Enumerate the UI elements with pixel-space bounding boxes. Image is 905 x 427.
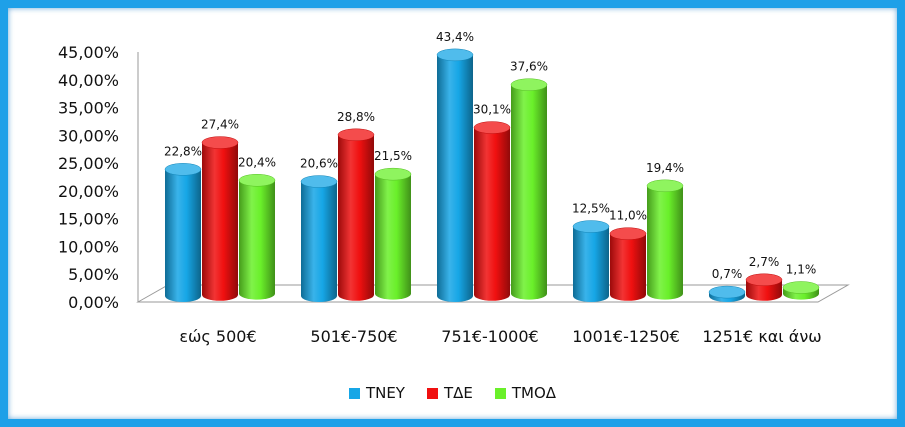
legend-label-tney: ΤΝΕΥ xyxy=(365,384,405,402)
bar xyxy=(473,121,511,301)
bar-top xyxy=(436,48,474,62)
bar-top xyxy=(510,78,548,91)
y-tick-label: 0,00% xyxy=(68,293,119,312)
bar-top xyxy=(374,167,412,181)
legend-swatch-tmod xyxy=(494,387,506,399)
y-tick-label: 25,00% xyxy=(58,154,119,173)
bar-top xyxy=(238,174,276,187)
bar-top xyxy=(782,281,820,294)
data-label: 20,6% xyxy=(300,157,338,171)
bar xyxy=(646,179,684,300)
legend-item-tde: ΤΔΕ xyxy=(426,384,473,402)
bar-body xyxy=(437,54,473,303)
data-label: 19,4% xyxy=(646,161,684,175)
bar xyxy=(300,175,338,302)
category-label: 501€-750€ xyxy=(310,327,397,346)
bar-body xyxy=(375,174,411,300)
data-label: 30,1% xyxy=(473,103,511,117)
category-label: εώς 500€ xyxy=(179,327,256,346)
bar-top xyxy=(300,175,338,188)
y-tick-label: 20,00% xyxy=(58,182,119,201)
bar-chart: 0,00% 5,00% 10,00% 15,00% 20,00% 25,00% 30,00%… xyxy=(58,30,850,346)
bar xyxy=(782,281,820,300)
data-label: 1,1% xyxy=(786,262,817,276)
bar-top xyxy=(609,227,647,240)
bar xyxy=(609,227,647,301)
data-label: 12,5% xyxy=(572,202,610,216)
bar xyxy=(510,78,548,300)
data-label: 27,4% xyxy=(201,118,239,132)
bar-top xyxy=(572,220,610,233)
bar xyxy=(337,128,375,301)
data-label: 2,7% xyxy=(749,255,780,269)
bar-body xyxy=(511,84,547,300)
bar-top xyxy=(646,179,684,193)
bar-body xyxy=(610,233,646,301)
y-tick-label: 15,00% xyxy=(58,210,119,229)
bar-body xyxy=(647,185,683,300)
bar xyxy=(436,48,474,303)
y-tick-label: 40,00% xyxy=(58,71,119,90)
bar xyxy=(238,174,276,300)
legend-swatch-tde xyxy=(426,387,438,399)
bar-body xyxy=(165,169,201,302)
data-label: 43,4% xyxy=(436,30,474,44)
y-tick-label: 10,00% xyxy=(58,237,119,256)
bar xyxy=(745,273,783,301)
legend-swatch-tney xyxy=(348,387,360,399)
bar-body xyxy=(573,226,609,302)
data-label: 11,0% xyxy=(609,209,647,223)
bar xyxy=(374,167,412,300)
y-tick-label: 35,00% xyxy=(58,99,119,118)
bar-body xyxy=(239,180,275,300)
bar-body xyxy=(474,127,510,301)
data-label: 21,5% xyxy=(374,149,412,163)
y-tick-label: 30,00% xyxy=(58,126,119,145)
bar xyxy=(572,220,610,302)
data-label: 22,8% xyxy=(164,144,202,158)
bar-top xyxy=(164,163,202,176)
y-tick-label: 5,00% xyxy=(68,265,119,284)
category-label: 1001€-1250€ xyxy=(572,327,680,346)
category-label: 751€-1000€ xyxy=(441,327,538,346)
y-tick-label: 45,00% xyxy=(58,43,119,62)
bar-body xyxy=(202,142,238,301)
bar-top xyxy=(337,128,375,142)
legend-label-tde: ΤΔΕ xyxy=(443,384,473,402)
bar-top xyxy=(201,136,239,149)
bar-top xyxy=(745,273,783,287)
category-label: 1251€ και άνω xyxy=(702,327,821,346)
data-label: 0,7% xyxy=(712,267,743,281)
bar-top xyxy=(473,121,511,134)
data-label: 37,6% xyxy=(510,60,548,74)
legend: ΤΝΕΥ ΤΔΕ ΤΜΟΔ xyxy=(0,384,905,402)
legend-label-tmod: ΤΜΟΔ xyxy=(511,384,557,402)
bar xyxy=(708,285,746,302)
bar xyxy=(164,163,202,302)
bar-body xyxy=(301,181,337,302)
data-label: 20,4% xyxy=(238,155,276,169)
data-label: 28,8% xyxy=(337,110,375,124)
legend-item-tney: ΤΝΕΥ xyxy=(348,384,405,402)
bar-body xyxy=(338,134,374,301)
legend-item-tmod: ΤΜΟΔ xyxy=(494,384,557,402)
bar-top xyxy=(708,285,746,299)
bar xyxy=(201,136,239,301)
